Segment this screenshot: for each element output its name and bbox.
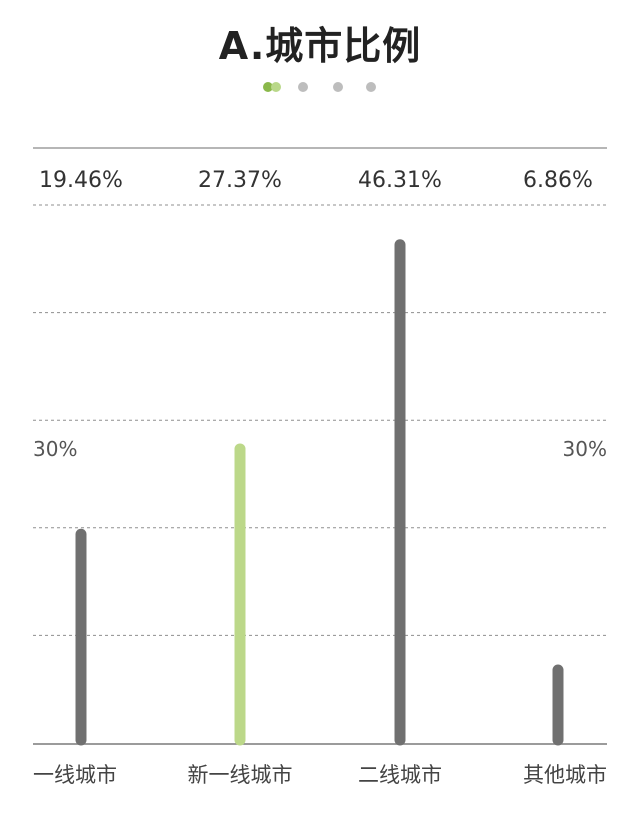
gridlines <box>33 204 607 636</box>
pager-dot-active[interactable] <box>263 82 273 92</box>
category-label: 其他城市 <box>523 763 607 787</box>
category-label: 一线城市 <box>33 763 117 787</box>
chart-title: A.城市比例 <box>218 24 422 68</box>
value-label: 46.31% <box>358 168 442 193</box>
category-label: 二线城市 <box>358 763 442 787</box>
bars <box>75 239 564 746</box>
pager-dots <box>0 80 640 94</box>
reference-label-left: 30% <box>33 437 77 461</box>
pager-dot-3[interactable] <box>333 82 343 92</box>
category-label: 新一线城市 <box>188 763 293 787</box>
pager-dot-2[interactable] <box>298 82 308 92</box>
value-label: 6.86% <box>523 168 593 193</box>
category-labels: 一线城市 新一线城市 二线城市 其他城市 <box>33 763 607 787</box>
pager-dot-4[interactable] <box>366 82 376 92</box>
value-labels: 19.46% 27.37% 46.31% 6.86% <box>39 168 593 193</box>
value-label: 27.37% <box>198 168 282 193</box>
reference-label-right: 30% <box>563 437 607 461</box>
pager-dot-active-trail <box>271 82 281 92</box>
value-label: 19.46% <box>39 168 123 193</box>
